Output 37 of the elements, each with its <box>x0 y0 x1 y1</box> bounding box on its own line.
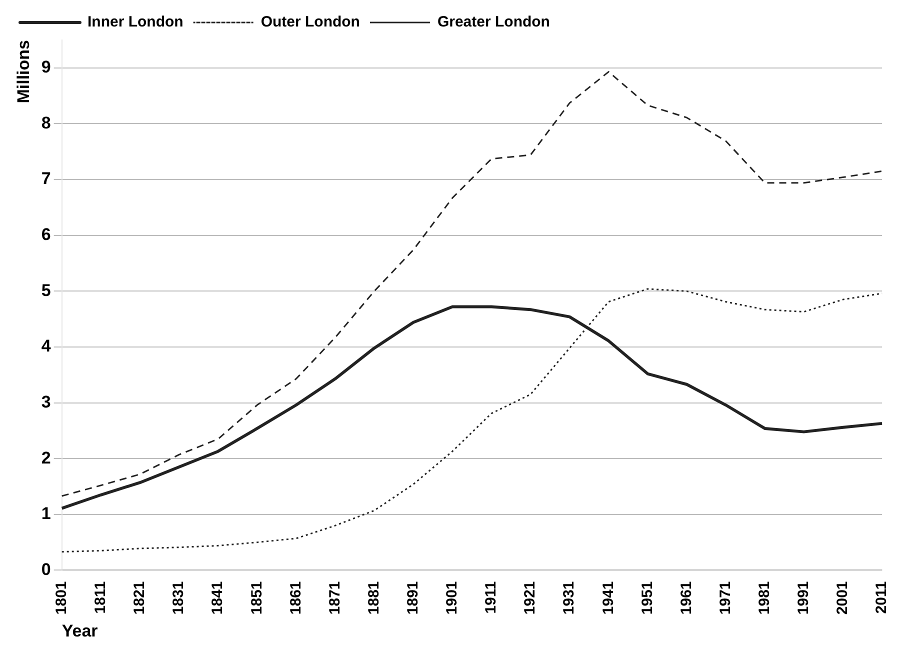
x-axis-title: Year <box>62 621 98 640</box>
y-tick-label: 6 <box>41 225 51 244</box>
x-tick-label: 2001 <box>834 581 852 615</box>
x-tick-label: 1951 <box>638 581 656 615</box>
x-tick-label: 1821 <box>131 581 148 615</box>
x-tick-label: 1961 <box>678 581 695 615</box>
legend-label: Outer London <box>260 14 360 31</box>
y-axis-title: Millions <box>14 40 33 104</box>
y-tick-label: 8 <box>41 113 51 132</box>
y-tick-label: 0 <box>41 560 51 579</box>
x-tick-label: 1841 <box>209 581 226 615</box>
legend-label: Inner London <box>88 14 184 31</box>
y-tick-label: 2 <box>41 448 51 468</box>
y-tick-label: 1 <box>41 504 51 524</box>
x-tick-label: 1901 <box>444 581 461 615</box>
x-tick-label: 1881 <box>365 581 382 615</box>
x-tick-label: 1971 <box>716 581 734 615</box>
x-tick-label: 1941 <box>600 581 617 615</box>
x-tick-label: 1981 <box>756 581 773 615</box>
y-tick-label: 4 <box>41 336 52 356</box>
x-tick-label: 1891 <box>404 581 422 615</box>
y-tick-label: 3 <box>41 392 51 412</box>
x-tick-label: 1871 <box>326 581 344 615</box>
y-tick-label: 5 <box>41 280 51 300</box>
x-tick-label: 1851 <box>248 581 266 615</box>
x-tick-label: 1811 <box>92 581 110 614</box>
y-tick-label: 7 <box>41 169 51 188</box>
y-tick-label: 9 <box>41 58 51 77</box>
legend-label: Greater London <box>437 14 550 31</box>
x-tick-label: 1911 <box>482 581 500 614</box>
x-tick-label: 2011 <box>873 581 890 614</box>
x-tick-label: 1931 <box>560 581 578 615</box>
x-tick-label: 1861 <box>287 581 304 615</box>
x-tick-label: 1801 <box>52 581 70 615</box>
x-tick-label: 1921 <box>522 581 539 615</box>
x-tick-label: 1831 <box>170 581 188 615</box>
x-tick-label: 1991 <box>795 581 812 615</box>
